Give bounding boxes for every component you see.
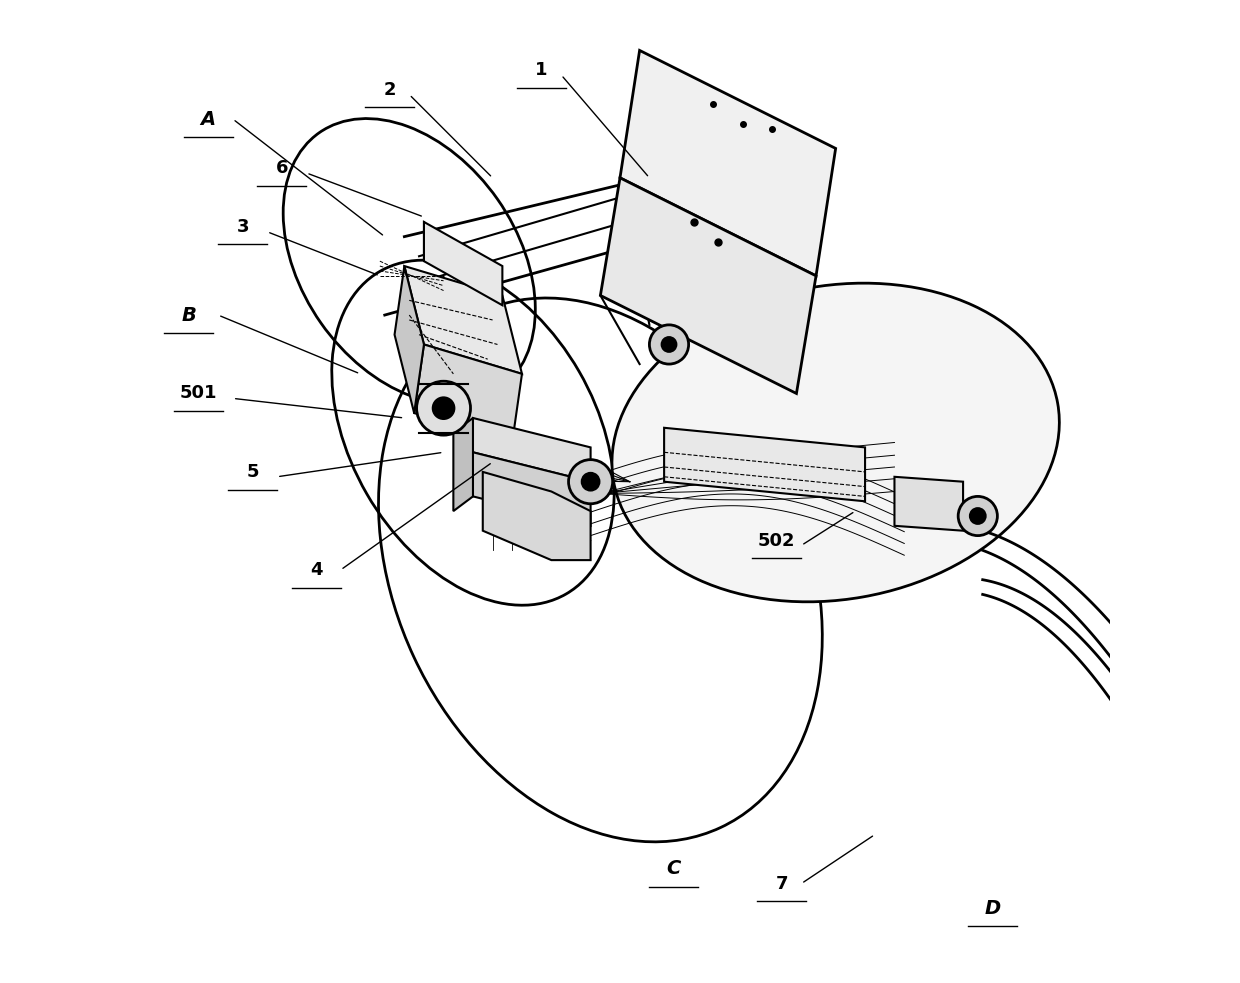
Polygon shape (620, 50, 836, 276)
Ellipse shape (613, 283, 1059, 602)
Polygon shape (665, 428, 866, 501)
Ellipse shape (650, 324, 688, 364)
Text: 5: 5 (247, 463, 259, 481)
Text: 3: 3 (237, 218, 249, 236)
Ellipse shape (662, 337, 676, 352)
Text: 7: 7 (775, 875, 787, 893)
Ellipse shape (433, 397, 454, 419)
Text: 4: 4 (310, 561, 322, 579)
Polygon shape (394, 266, 424, 413)
Ellipse shape (568, 460, 613, 503)
Polygon shape (472, 452, 590, 526)
Text: 2: 2 (383, 81, 396, 98)
Ellipse shape (959, 496, 997, 536)
Text: A: A (201, 109, 216, 129)
Polygon shape (472, 418, 590, 482)
Text: 1: 1 (536, 61, 548, 79)
Text: 502: 502 (758, 532, 796, 549)
Text: 6: 6 (275, 159, 288, 177)
Polygon shape (894, 477, 963, 531)
Ellipse shape (417, 381, 470, 435)
Text: D: D (985, 898, 1001, 917)
Text: 501: 501 (180, 384, 217, 402)
Ellipse shape (970, 508, 986, 524)
Text: C: C (667, 859, 681, 879)
Text: B: B (181, 306, 196, 324)
Polygon shape (424, 222, 502, 306)
Polygon shape (404, 266, 522, 374)
Ellipse shape (582, 473, 599, 491)
Polygon shape (600, 178, 816, 393)
Polygon shape (482, 472, 590, 560)
Polygon shape (454, 418, 472, 511)
Polygon shape (414, 344, 522, 442)
